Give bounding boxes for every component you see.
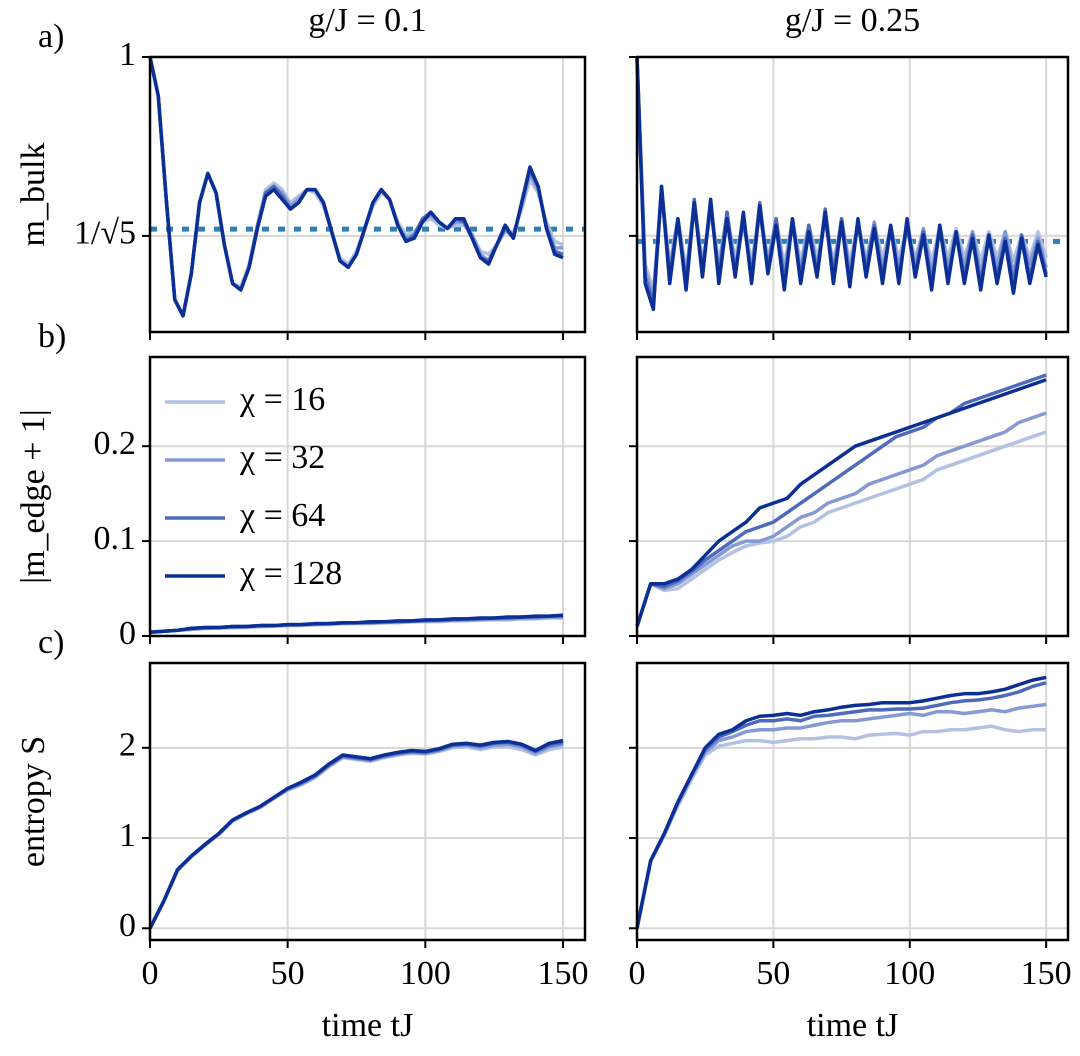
series-line [635,724,1047,929]
plot-frame [635,355,1070,638]
series-line [635,56,1048,312]
series-line [635,675,1047,929]
y-axis-label: |m_edge + 1| [15,409,52,583]
legend-label: χ = 32 [239,439,325,476]
plot-frame [148,55,587,334]
series-line [148,738,564,930]
y-tick-label: 0 [119,907,136,944]
series-line [635,411,1047,628]
x-tick-label: 100 [400,955,451,992]
series-line [635,430,1047,628]
panel-label: a) [38,18,64,55]
plot-frame [148,661,587,942]
series-line [149,613,564,634]
y-tick-label: 1 [119,817,136,854]
x-axis-label: time tJ [322,1007,414,1044]
series-line [148,56,564,318]
legend-label: χ = 128 [239,555,342,592]
x-tick-label: 150 [537,955,588,992]
series-line [635,373,1047,628]
y-tick-label: 0.2 [94,425,137,462]
plot-frame [635,661,1070,942]
y-tick-label: 0.1 [94,520,137,557]
legend-label: χ = 64 [239,497,325,534]
y-axis-label: entropy S [15,736,52,867]
y-tick-label: 1 [119,36,136,73]
x-tick-label: 50 [756,955,790,992]
series-line [635,378,1047,628]
plot-frame [635,55,1070,334]
panel-label: c) [38,624,64,661]
series-line [148,742,564,930]
panel-title: g/J = 0.25 [785,2,920,39]
x-tick-label: 0 [629,955,646,992]
panel-title: g/J = 0.1 [308,2,426,39]
legend-label: χ = 16 [239,381,325,418]
series-line [148,740,564,930]
x-tick-label: 50 [271,955,305,992]
y-tick-label: 0 [119,615,136,652]
y-axis-label: m_bulk [15,143,52,247]
panel-label: b) [38,318,66,355]
x-axis-label: time tJ [807,1007,899,1044]
y-tick-label: 2 [119,727,136,764]
x-tick-label: 0 [142,955,159,992]
plot-frame [148,355,587,638]
y-tick-label: 1/√5 [74,215,136,252]
x-tick-label: 100 [884,955,935,992]
x-tick-label: 150 [1021,955,1072,992]
